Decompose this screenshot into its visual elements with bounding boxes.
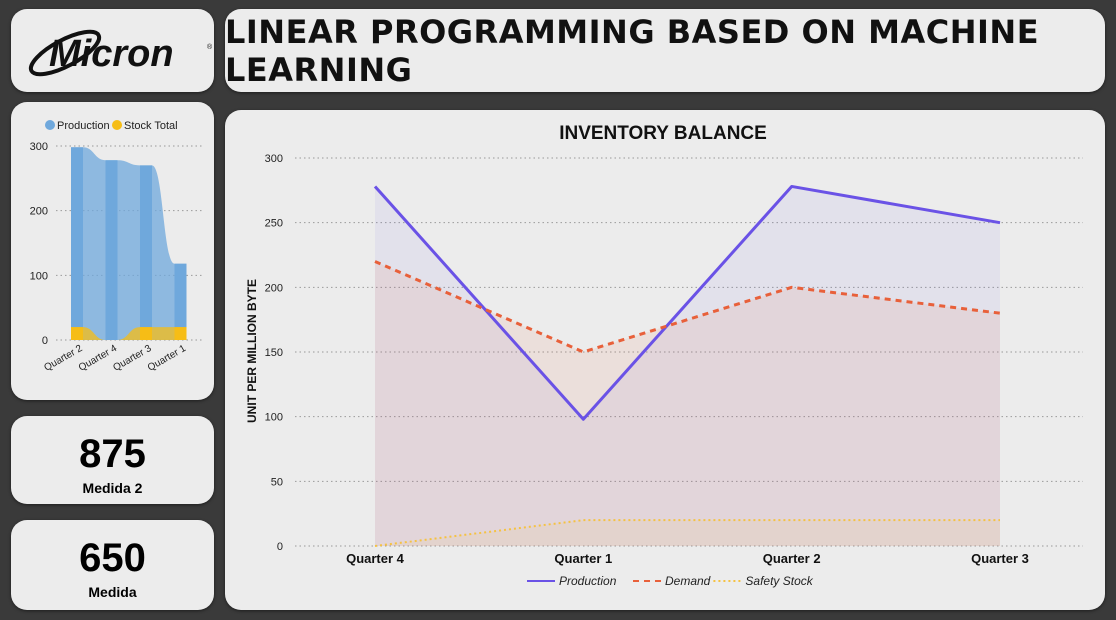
x-tick-label: Quarter 2 xyxy=(763,551,821,566)
mini-production-bar xyxy=(174,263,187,340)
inventory-balance-chart: INVENTORY BALANCE UNIT PER MILLION BYTE … xyxy=(245,123,1083,588)
mini-stock-ribbon xyxy=(71,327,187,340)
y-tick-label: 150 xyxy=(265,347,283,359)
mini-chart-card: Production Stock Total 0 100 200 300 Quarte… xyxy=(11,102,214,400)
mini-legend-stock-label: Stock Total xyxy=(124,120,178,132)
chart-legend: Production Demand Safety Stock xyxy=(527,574,814,588)
mini-x-tick-label: Quarter 3 xyxy=(111,343,153,374)
kpi-label: Medida 2 xyxy=(82,480,143,496)
series-area-production xyxy=(375,186,1000,546)
mini-production-chart: Production Stock Total 0 100 200 300 Quarte… xyxy=(30,120,203,374)
logo-swoosh xyxy=(28,29,102,77)
mini-production-bar xyxy=(105,160,118,340)
series-area-safety-stock xyxy=(375,520,1000,546)
mini-x-tick-label: Quarter 2 xyxy=(42,343,84,374)
mini-legend-stock-swatch xyxy=(112,120,122,130)
series-line-demand xyxy=(374,260,1001,354)
logo-card: Micron ® xyxy=(11,9,214,92)
x-tick-label: Quarter 1 xyxy=(554,551,612,566)
mini-y-tick-label: 0 xyxy=(42,335,48,347)
y-tick-label: 50 xyxy=(271,476,283,488)
legend-label: Safety Stock xyxy=(745,574,813,588)
inventory-balance-card: INVENTORY BALANCE UNIT PER MILLION BYTE … xyxy=(225,110,1105,610)
kpi-value: 875 xyxy=(79,432,146,476)
mini-legend: Production Stock Total xyxy=(45,120,178,132)
logo-text: Micron xyxy=(49,33,174,75)
y-tick-label: 200 xyxy=(265,282,283,294)
mini-stock-bar xyxy=(140,327,152,340)
mini-production-bar xyxy=(140,165,152,340)
x-tick-label: Quarter 3 xyxy=(971,551,1029,566)
title-card: LINEAR PROGRAMMING BASED ON MACHINE LEAR… xyxy=(225,9,1105,92)
mini-stock-bar xyxy=(71,327,83,340)
kpi-label: Medida xyxy=(88,584,137,600)
mini-x-tick-label: Quarter 1 xyxy=(146,343,188,374)
kpi-card-medida-2: 875 Medida 2 xyxy=(11,416,214,504)
y-axis-label: UNIT PER MILLION BYTE xyxy=(245,279,259,423)
mini-y-tick-label: 300 xyxy=(30,141,48,153)
legend-label: Production xyxy=(559,574,617,588)
y-tick-label: 100 xyxy=(265,412,283,424)
kpi-value: 650 xyxy=(79,536,146,580)
y-tick-label: 300 xyxy=(265,153,283,165)
chart-title: INVENTORY BALANCE xyxy=(559,123,767,144)
logo-registered-mark: ® xyxy=(207,43,213,51)
mini-production-ribbon xyxy=(71,147,187,340)
mini-legend-production-label: Production xyxy=(57,120,110,132)
x-tick-label: Quarter 4 xyxy=(346,551,405,566)
y-tick-label: 0 xyxy=(277,541,283,553)
mini-y-tick-label: 200 xyxy=(30,206,48,218)
kpi-card-medida: 650 Medida xyxy=(11,520,214,610)
page-title: LINEAR PROGRAMMING BASED ON MACHINE LEAR… xyxy=(225,12,1040,89)
legend-label: Demand xyxy=(665,574,711,588)
micron-logo: Micron ® xyxy=(28,29,213,77)
mini-production-bar xyxy=(71,147,83,340)
series-area-demand xyxy=(375,261,1000,546)
series-line-production xyxy=(373,184,1001,421)
mini-y-tick-label: 100 xyxy=(30,270,48,282)
mini-x-tick-label: Quarter 4 xyxy=(77,343,119,374)
mini-legend-production-swatch xyxy=(45,120,55,130)
y-tick-label: 250 xyxy=(265,218,283,230)
mini-stock-bar xyxy=(174,327,187,340)
